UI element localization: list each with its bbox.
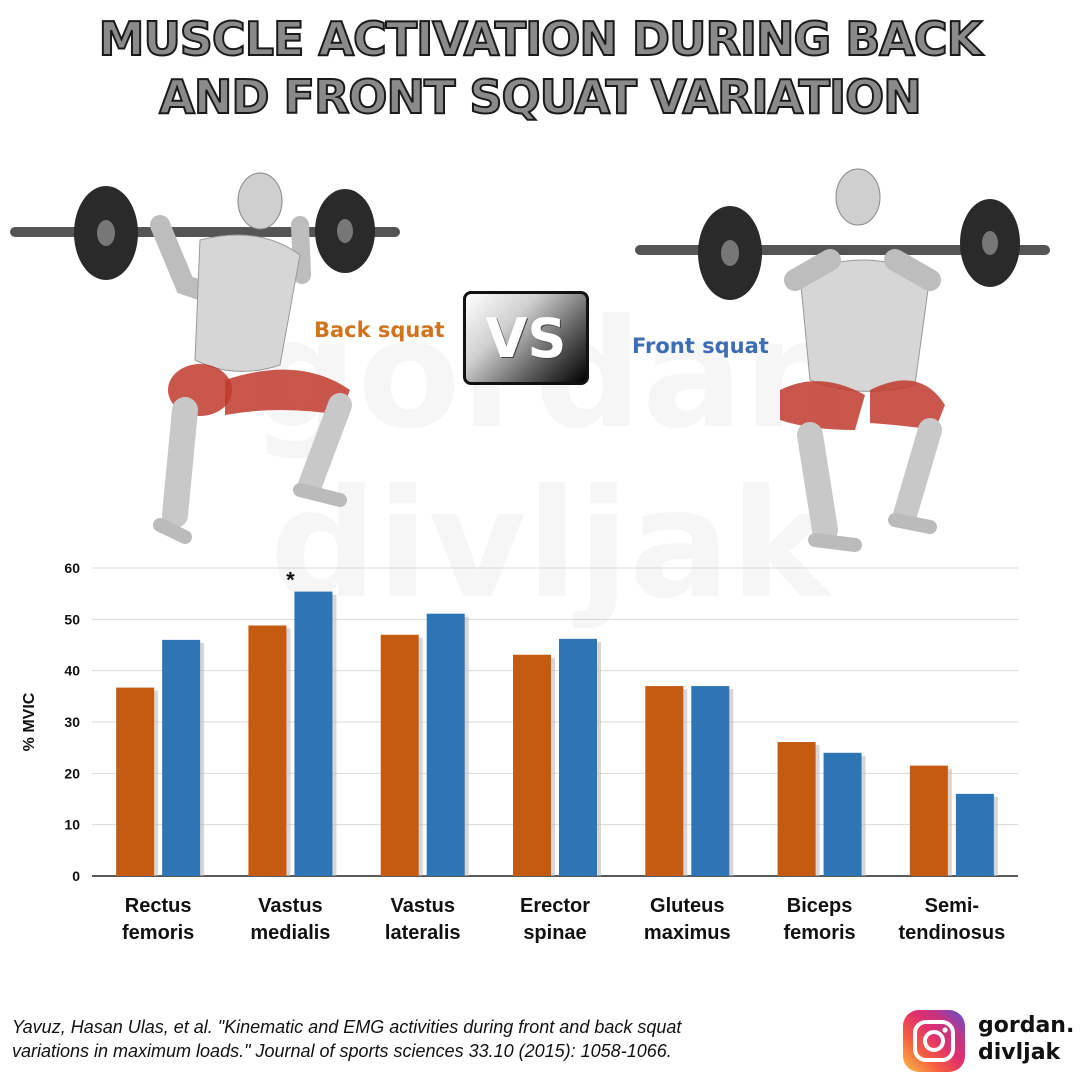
bar-back-squat bbox=[909, 765, 948, 876]
vs-badge: VS bbox=[463, 291, 589, 385]
bar-back-squat bbox=[116, 687, 155, 876]
y-tick-label: 40 bbox=[64, 663, 80, 679]
bar-front-squat bbox=[294, 591, 333, 876]
bar-back-squat bbox=[513, 654, 551, 876]
category-label: medialis bbox=[250, 922, 330, 944]
y-tick-label: 50 bbox=[64, 611, 80, 627]
category-label: tendinosus bbox=[899, 922, 1006, 944]
handle-line-2: divljak bbox=[978, 1040, 1061, 1065]
category-label: Gluteus bbox=[650, 895, 724, 917]
bar-back-squat bbox=[645, 686, 684, 876]
category-label: Erector bbox=[520, 895, 590, 917]
bar-front-squat bbox=[823, 752, 862, 876]
y-axis-label: % MVIC bbox=[21, 692, 38, 751]
muscle-activation-chart: 0 10 20 30 40 50 60 % MVIC Rectus femoris Vastus me… bbox=[21, 560, 1018, 944]
y-tick-label: 20 bbox=[64, 765, 80, 781]
category-label: femoris bbox=[122, 922, 194, 944]
significance-asterisk: * bbox=[286, 568, 295, 593]
page-title: MUSCLE ACTIVATION DURING BACK AND FRONT … bbox=[0, 10, 1080, 126]
category-label: Biceps bbox=[787, 895, 853, 917]
back-squat-label: Back squat bbox=[314, 318, 445, 342]
bar-front-squat bbox=[691, 686, 730, 876]
category-label: spinae bbox=[523, 922, 586, 944]
category-label: lateralis bbox=[385, 922, 461, 944]
y-tick-label: 0 bbox=[72, 868, 80, 884]
bar-front-squat bbox=[162, 639, 201, 876]
front-squat-figure bbox=[635, 168, 1050, 552]
citation: Yavuz, Hasan Ulas, et al. "Kinematic and… bbox=[12, 1015, 892, 1063]
bar-front-squat bbox=[559, 638, 597, 876]
citation-line-1: Yavuz, Hasan Ulas, et al. "Kinematic and… bbox=[12, 1017, 682, 1037]
category-label: Semi- bbox=[925, 895, 979, 917]
category-label: femoris bbox=[783, 922, 855, 944]
front-squat-label: Front squat bbox=[632, 334, 769, 358]
title-line-2: AND FRONT SQUAT VARIATION bbox=[158, 69, 922, 125]
instagram-glyph bbox=[913, 1020, 955, 1062]
category-label: Vastus bbox=[258, 895, 322, 917]
title-line-1: MUSCLE ACTIVATION DURING BACK bbox=[98, 11, 984, 67]
bar-front-squat bbox=[426, 613, 465, 876]
category-label: Rectus bbox=[125, 895, 192, 917]
y-tick-label: 30 bbox=[64, 714, 80, 730]
bar-back-squat bbox=[380, 634, 419, 876]
bar-back-squat bbox=[777, 742, 816, 876]
back-squat-figure bbox=[10, 172, 400, 544]
bar-back-squat bbox=[248, 625, 287, 876]
y-tick-label: 10 bbox=[64, 817, 80, 833]
category-label: Vastus bbox=[390, 895, 454, 917]
citation-line-2: variations in maximum loads." Journal of… bbox=[12, 1041, 672, 1061]
instagram-handle[interactable]: gordan. divljak bbox=[978, 1012, 1074, 1066]
bar-front-squat bbox=[955, 793, 994, 876]
instagram-icon[interactable] bbox=[903, 1010, 965, 1072]
handle-line-1: gordan. bbox=[978, 1013, 1075, 1038]
category-label: maximus bbox=[644, 922, 731, 944]
y-tick-label: 60 bbox=[64, 560, 80, 576]
